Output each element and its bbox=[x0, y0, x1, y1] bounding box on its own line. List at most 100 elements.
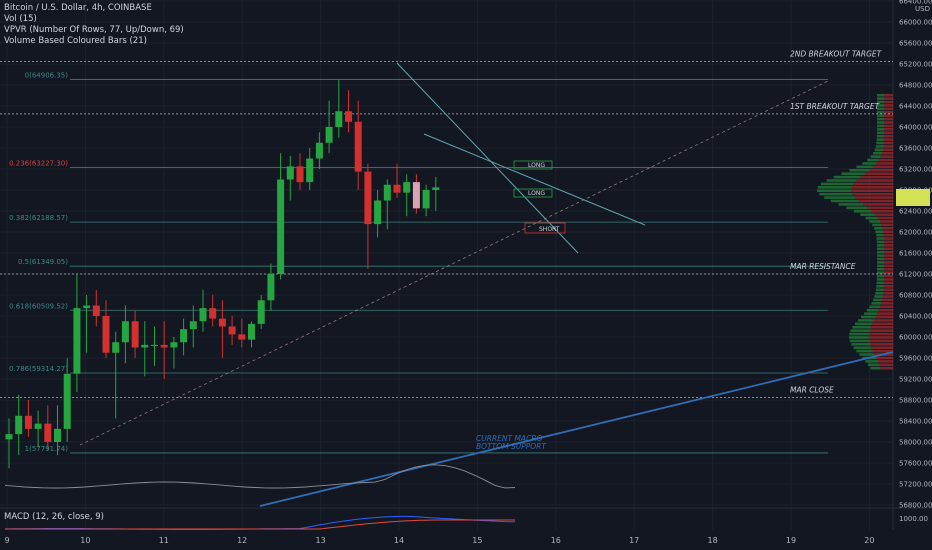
vp-bar-up bbox=[852, 325, 871, 329]
vp-bar-up bbox=[874, 226, 883, 230]
vp-bar-down bbox=[858, 199, 893, 203]
vp-bar-up bbox=[862, 162, 877, 165]
vp-bar-down bbox=[882, 298, 893, 302]
vp-bar-up bbox=[876, 117, 885, 121]
vp-bar-up bbox=[876, 131, 885, 135]
vp-bar-down bbox=[884, 240, 893, 244]
price-tick-label: 56800.00 bbox=[899, 502, 932, 510]
candle-body bbox=[199, 308, 207, 322]
vp-bar-up bbox=[877, 97, 885, 100]
price-tick-label: 66000.00 bbox=[899, 19, 932, 27]
vp-bar-down bbox=[881, 302, 893, 305]
vp-bar-down bbox=[884, 257, 893, 261]
candle-body bbox=[315, 142, 323, 159]
vp-bar-down bbox=[880, 305, 893, 309]
vp-bar-down bbox=[884, 261, 893, 264]
vp-bar-down bbox=[869, 329, 893, 332]
vp-bar-down bbox=[884, 254, 893, 257]
vp-bar-up bbox=[841, 172, 865, 175]
candle-body bbox=[354, 121, 362, 172]
vp-bar-up bbox=[876, 114, 885, 117]
vp-bar-up bbox=[876, 271, 885, 274]
symbol-title[interactable]: Bitcoin / U.S. Dollar, 4h, COINBASE bbox=[4, 3, 152, 13]
time-axis[interactable]: 9 10 11 12 13 14 15 16 17 18 19 20 bbox=[4, 536, 874, 545]
short-label: SHORT bbox=[539, 226, 560, 233]
currency-label: USD bbox=[915, 5, 930, 13]
vp-bar-up bbox=[876, 274, 885, 278]
candle-body bbox=[218, 318, 226, 327]
vp-bar-up bbox=[877, 104, 885, 107]
vp-bar-down bbox=[875, 315, 893, 319]
candle-body bbox=[151, 344, 158, 347]
candle-body bbox=[73, 308, 81, 374]
vp-bar-up bbox=[869, 220, 881, 223]
vp-bar-down bbox=[884, 250, 893, 254]
vp-bar-down bbox=[884, 100, 893, 104]
candle-body bbox=[238, 334, 246, 340]
macd-legend[interactable]: MACD (12, 26, close, 9) bbox=[4, 512, 104, 522]
downtrend-line-2 bbox=[423, 133, 646, 226]
price-tick-label: 61200.00 bbox=[899, 271, 932, 279]
price-tick-label: 65200.00 bbox=[899, 61, 932, 69]
horizontal-levels[interactable]: 2ND BREAKOUT TARGET 1ST BREAKOUT TARGET MA… bbox=[0, 49, 893, 398]
vp-bar-up bbox=[874, 148, 883, 152]
vp-bar-down bbox=[872, 322, 893, 326]
vp-bar-up bbox=[853, 346, 872, 350]
vp-bar-down bbox=[884, 267, 893, 271]
vbcb-indicator-label[interactable]: Volume Based Coloured Bars (21) bbox=[4, 36, 147, 46]
long_1-box bbox=[513, 160, 553, 170]
vp-bar-up bbox=[876, 107, 885, 111]
vp-bar-up bbox=[817, 189, 852, 193]
vp-bar-up bbox=[860, 213, 876, 216]
candlestick-series bbox=[5, 79, 440, 469]
vol-indicator-label[interactable]: Vol (15) bbox=[4, 14, 37, 24]
candle-body bbox=[248, 323, 255, 340]
vp-bar-up bbox=[817, 186, 852, 189]
fib-label: 0.5(61349.05) bbox=[18, 258, 68, 266]
vp-bar-down bbox=[868, 336, 893, 339]
vp-bar-down bbox=[883, 230, 893, 233]
candle-body bbox=[432, 187, 440, 190]
candle-body bbox=[267, 274, 275, 301]
time-tick-label: 18 bbox=[708, 536, 718, 545]
vp-bar-down bbox=[881, 223, 893, 227]
vp-bar-down bbox=[882, 295, 893, 298]
price-tick-label: 66400.00 bbox=[899, 0, 932, 6]
vp-bar-up bbox=[846, 206, 868, 210]
price-tick-label: 63600.00 bbox=[899, 145, 932, 153]
candle-body bbox=[209, 308, 217, 319]
fib-label: 1(57791.74) bbox=[25, 445, 69, 453]
vp-bar-down bbox=[884, 264, 893, 268]
candle-body bbox=[44, 423, 52, 442]
vp-bar-up bbox=[877, 100, 885, 104]
trend-lines[interactable] bbox=[79, 62, 894, 507]
vp-bar-up bbox=[861, 315, 876, 319]
price-tick-label: 57200.00 bbox=[899, 481, 932, 489]
long_2-label: LONG bbox=[528, 190, 545, 197]
macro-support-line bbox=[259, 351, 894, 507]
price-tick-label: 58000.00 bbox=[899, 439, 932, 447]
macd-signal-line bbox=[5, 519, 515, 530]
vp-bar-down bbox=[870, 325, 893, 329]
candle-body bbox=[160, 344, 168, 348]
vp-bar-down bbox=[878, 158, 893, 162]
vp-bar-up bbox=[824, 196, 856, 199]
macd-tick-label: 1000.00 bbox=[899, 515, 928, 523]
vp-bar-up bbox=[833, 175, 861, 179]
fibonacci-retracement[interactable]: 0(64906.35) 0.236(63227.30) 0.382(62188.57… bbox=[9, 71, 828, 454]
fib-label: 0.786(59314.27) bbox=[9, 365, 68, 373]
price-tick-label: 65600.00 bbox=[899, 40, 932, 48]
vpvr-indicator-label[interactable]: VPVR (Number Of Rows, 77, Up/Down, 69) bbox=[4, 25, 184, 35]
vp-bar-down bbox=[882, 148, 893, 152]
time-tick-label: 20 bbox=[864, 536, 874, 545]
volume-ma-line bbox=[4, 464, 516, 489]
vp-bar-down bbox=[855, 196, 893, 199]
candle-body bbox=[412, 182, 420, 209]
candle-body bbox=[393, 184, 401, 193]
vp-bar-down bbox=[883, 237, 893, 240]
vp-bar-down bbox=[863, 203, 893, 206]
vp-bar-down bbox=[883, 285, 893, 288]
